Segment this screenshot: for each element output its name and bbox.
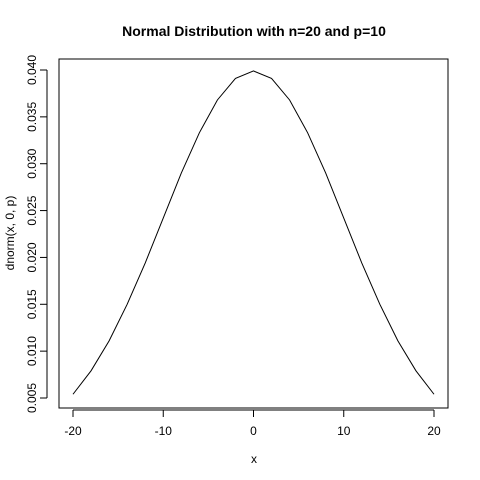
- x-tick-label: 20: [427, 424, 441, 438]
- x-tick-label: 0: [250, 424, 257, 438]
- y-tick-label: 0.025: [25, 195, 39, 225]
- x-tick-label: 10: [337, 424, 351, 438]
- x-axis-label: x: [251, 452, 257, 466]
- chart-title: Normal Distribution with n=20 and p=10: [122, 23, 386, 39]
- x-tick-label: -10: [155, 424, 173, 438]
- y-axis-label: dnorm(x, 0, p): [3, 196, 17, 271]
- plot-frame: [58, 58, 449, 409]
- x-axis: -20 -10 0 10 20: [64, 409, 441, 438]
- density-curve-line: [72, 70, 435, 395]
- y-axis: 0.005 0.010 0.015 0.020 0.025 0.030 0.035 0.040: [25, 55, 48, 413]
- x-tick-label: -20: [64, 424, 82, 438]
- y-tick-label: 0.040: [25, 55, 39, 85]
- y-tick-label: 0.035: [25, 102, 39, 132]
- y-tick-label: 0.015: [25, 289, 39, 319]
- y-tick-label: 0.010: [25, 336, 39, 366]
- y-tick-label: 0.020: [25, 242, 39, 272]
- y-tick-label: 0.005: [25, 383, 39, 413]
- y-tick-label: 0.030: [25, 148, 39, 178]
